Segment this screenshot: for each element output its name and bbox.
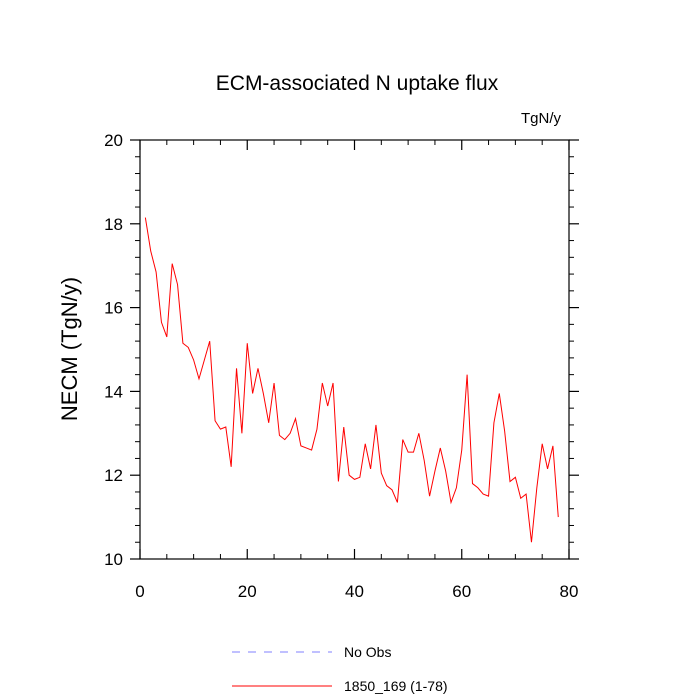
chart-title: ECM-associated N uptake flux	[216, 72, 499, 95]
x-tick-label: 40	[345, 582, 364, 601]
legend-label-0: No Obs	[344, 644, 391, 660]
x-tick-label: 0	[135, 582, 144, 601]
plot-series	[144, 217, 559, 543]
x-tick-label: 20	[238, 582, 257, 601]
series-line-1	[144, 217, 559, 543]
legend-label-1: 1850_169 (1-78)	[344, 678, 448, 694]
units-label: TgN/y	[521, 110, 562, 127]
y-tick-label: 14	[104, 382, 123, 401]
y-tick-label: 10	[104, 550, 123, 569]
y-tick-label: 20	[104, 131, 123, 150]
axis-ticks	[130, 139, 579, 560]
y-tick-label: 16	[104, 299, 123, 318]
tick-labels: 0 20 40 60 80 10 12 14 16 18 20	[104, 131, 578, 601]
y-tick-label: 18	[104, 215, 123, 234]
y-axis-label: NECM (TgN/y)	[57, 277, 82, 421]
y-tick-label: 12	[104, 466, 123, 485]
x-tick-label: 80	[560, 582, 579, 601]
legend: No Obs 1850_169 (1-78)	[232, 644, 448, 694]
x-tick-label: 60	[452, 582, 471, 601]
plot-frame	[139, 139, 570, 560]
